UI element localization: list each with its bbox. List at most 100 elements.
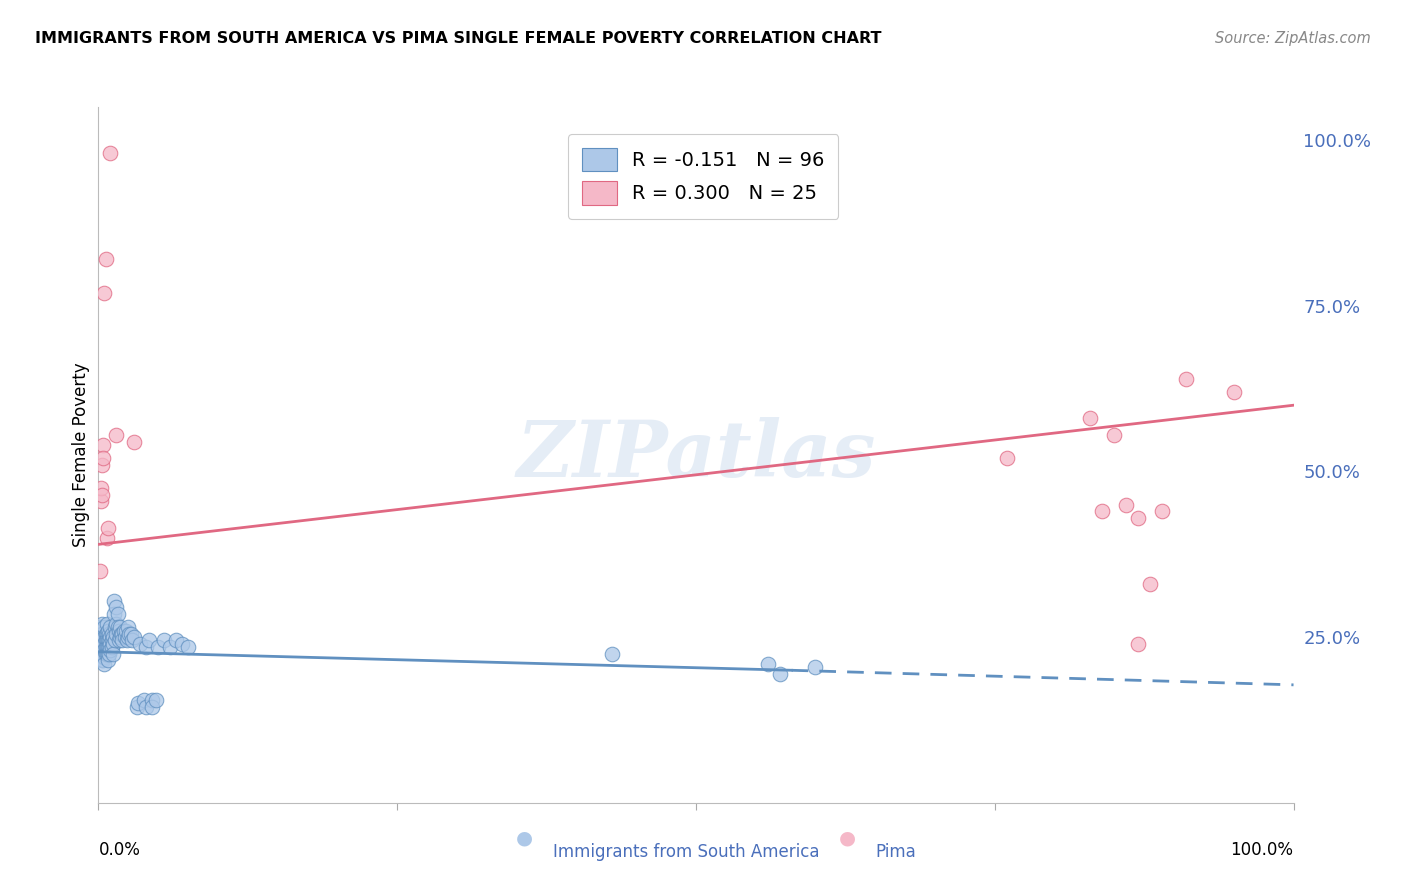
Point [96, 531, 118, 545]
Point [101, 637, 124, 651]
Point [101, 647, 124, 661]
Point [104, 620, 127, 634]
Point [94, 640, 117, 654]
Point [125, 699, 148, 714]
Point [98, 630, 122, 644]
Point [135, 699, 157, 714]
Point [98, 643, 122, 657]
Point [118, 627, 141, 641]
Point [98, 146, 122, 161]
Point [94, 627, 117, 641]
Point [1128, 637, 1150, 651]
Point [91, 438, 114, 452]
Point [153, 633, 176, 648]
Point [91, 653, 114, 667]
Point [91, 616, 114, 631]
Point [90, 481, 112, 495]
Point [117, 630, 139, 644]
Point [91, 458, 114, 472]
Point [120, 627, 142, 641]
Point [98, 640, 121, 654]
Point [132, 693, 155, 707]
Point [93, 643, 115, 657]
Point [91, 647, 114, 661]
Point [124, 434, 146, 449]
Point [100, 633, 122, 648]
Text: 0.0%: 0.0% [98, 841, 141, 859]
Point [108, 620, 131, 634]
Point [98, 620, 122, 634]
Point [768, 666, 790, 681]
Point [1223, 384, 1246, 399]
Point [115, 633, 138, 648]
Point [98, 637, 122, 651]
Text: 100.0%: 100.0% [1230, 841, 1294, 859]
Point [96, 616, 118, 631]
Point [91, 653, 114, 667]
Point [129, 637, 152, 651]
Point [91, 637, 114, 651]
Text: ZIPatlas: ZIPatlas [516, 417, 876, 493]
Point [93, 657, 115, 671]
Point [97, 633, 120, 648]
Point [148, 640, 170, 654]
Point [93, 630, 115, 644]
Point [94, 252, 117, 267]
Point [101, 630, 124, 644]
Point [104, 633, 127, 648]
Y-axis label: Single Female Poverty: Single Female Poverty [72, 363, 90, 547]
Text: Immigrants from South America: Immigrants from South America [553, 843, 820, 861]
Point [93, 637, 115, 651]
Point [1128, 511, 1150, 525]
Point [96, 633, 118, 648]
Point [96, 627, 118, 641]
Point [1152, 504, 1174, 518]
Point [100, 627, 122, 641]
Point [91, 640, 114, 654]
Text: Source: ZipAtlas.com: Source: ZipAtlas.com [1215, 31, 1371, 46]
Point [90, 494, 112, 508]
Point [91, 627, 114, 641]
Point [89, 627, 111, 641]
Point [90, 630, 112, 644]
Point [135, 640, 157, 654]
Point [602, 647, 624, 661]
Point [115, 624, 138, 638]
Point [96, 647, 118, 661]
Point [107, 607, 129, 621]
Point [108, 630, 131, 644]
Point [91, 633, 114, 648]
Point [110, 627, 132, 641]
Point [97, 624, 120, 638]
Point [159, 640, 181, 654]
Point [91, 451, 114, 466]
Point [93, 650, 115, 665]
Point [107, 633, 129, 648]
Point [1104, 428, 1126, 442]
Point [97, 647, 120, 661]
Point [90, 643, 112, 657]
Point [1091, 504, 1114, 518]
Point [111, 627, 134, 641]
Point [90, 647, 112, 661]
Text: IMMIGRANTS FROM SOUTH AMERICA VS PIMA SINGLE FEMALE POVERTY CORRELATION CHART: IMMIGRANTS FROM SOUTH AMERICA VS PIMA SI… [35, 31, 882, 46]
Point [804, 660, 827, 674]
Point [100, 640, 122, 654]
Point [117, 620, 139, 634]
Point [96, 640, 118, 654]
Point [112, 624, 135, 638]
Point [105, 616, 128, 631]
Point [114, 630, 136, 644]
Point [141, 699, 163, 714]
Point [165, 633, 187, 648]
Point [145, 693, 167, 707]
Point [103, 593, 125, 607]
Point [177, 640, 200, 654]
Point [111, 633, 134, 648]
Point [98, 633, 121, 648]
Text: ●: ● [516, 829, 533, 848]
Point [107, 620, 129, 634]
Point [89, 564, 111, 578]
Point [756, 657, 779, 671]
Point [97, 521, 120, 535]
